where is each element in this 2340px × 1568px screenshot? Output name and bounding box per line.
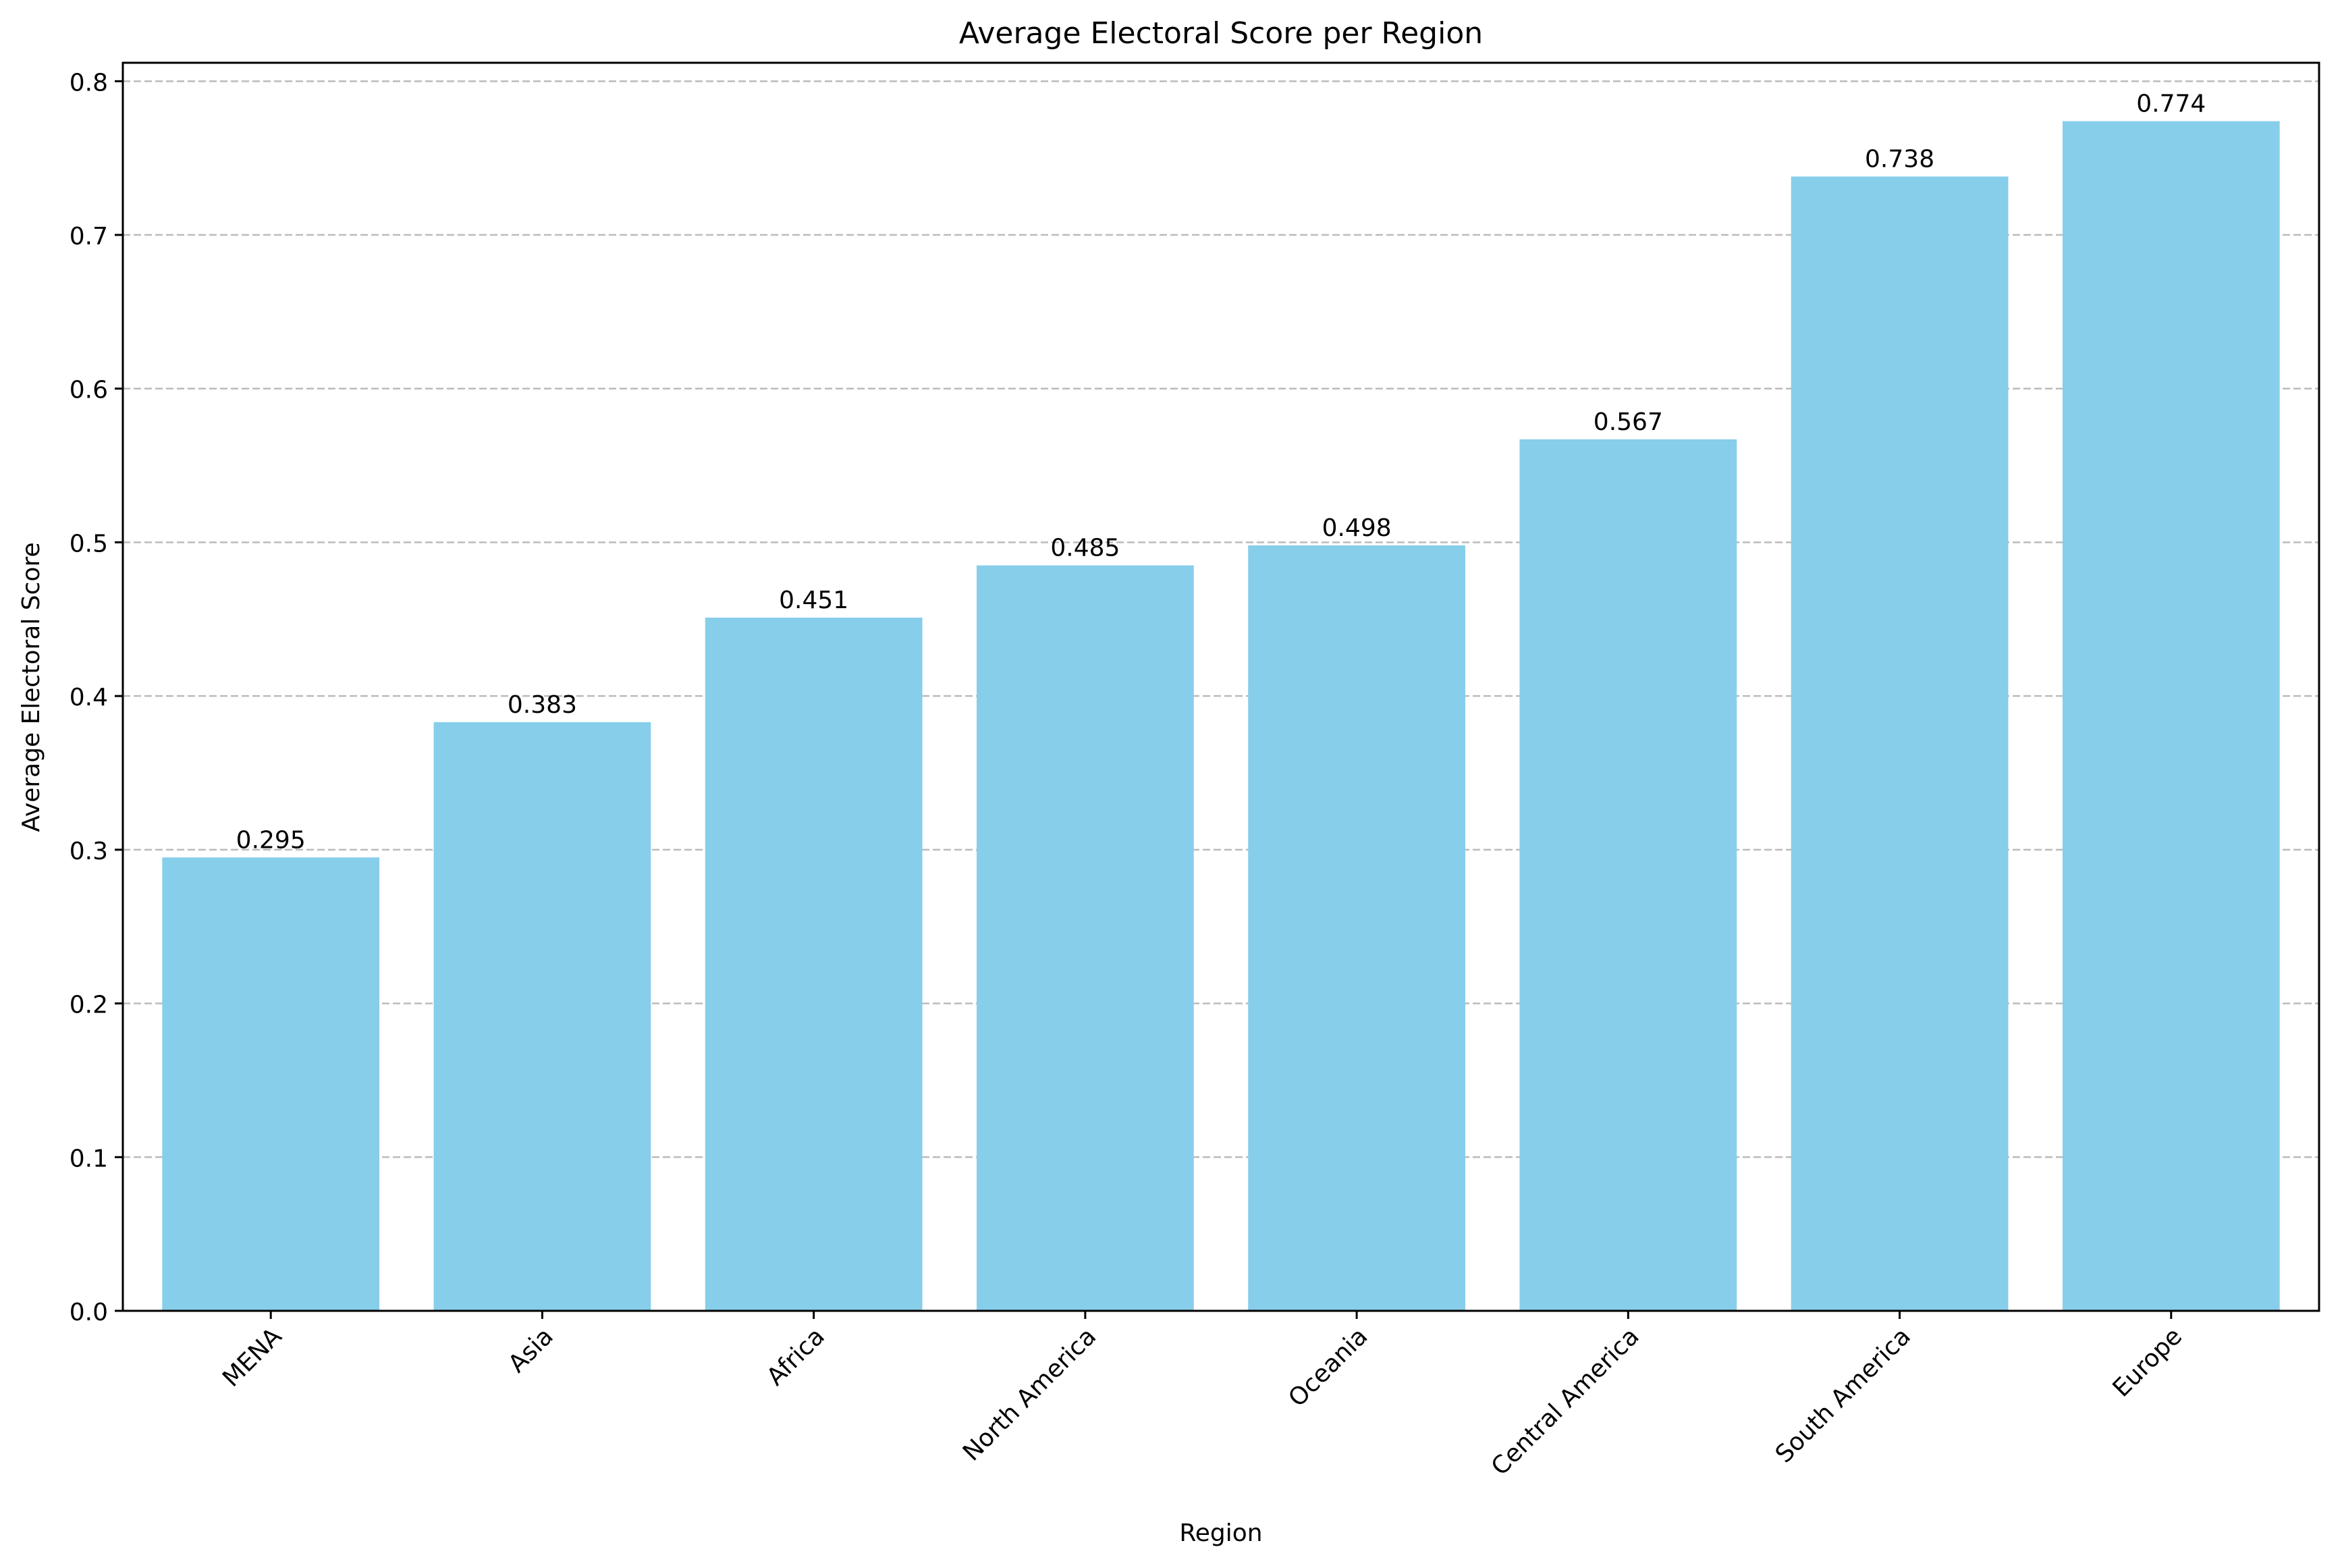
y-tick-label: 0.6 bbox=[70, 377, 108, 404]
bar-value-label: 0.451 bbox=[779, 587, 848, 614]
y-axis-ticks: 0.0 0.1 0.2 0.3 0.4 0.5 0.6 0.7 0.8 bbox=[70, 69, 123, 1326]
bar-value-label: 0.383 bbox=[508, 691, 577, 719]
bar bbox=[976, 565, 1194, 1311]
y-tick-label: 0.0 bbox=[70, 1299, 108, 1326]
y-tick-label: 0.3 bbox=[70, 838, 108, 865]
bar-value-label: 0.567 bbox=[1594, 408, 1663, 436]
bar-value-label: 0.295 bbox=[236, 826, 306, 854]
chart-title: Average Electoral Score per Region bbox=[959, 16, 1483, 51]
bar bbox=[2062, 121, 2280, 1312]
bar bbox=[1519, 439, 1737, 1311]
x-axis-label: Region bbox=[1179, 1519, 1262, 1547]
bar bbox=[433, 722, 651, 1311]
bar bbox=[162, 857, 380, 1311]
bar-value-label: 0.485 bbox=[1050, 535, 1120, 562]
y-tick-label: 0.4 bbox=[70, 684, 108, 711]
bar bbox=[705, 618, 923, 1311]
y-axis-label: Average Electoral Score bbox=[18, 542, 45, 832]
bar-value-label: 0.498 bbox=[1322, 514, 1392, 542]
bars bbox=[162, 121, 2280, 1312]
bar-value-label: 0.774 bbox=[2136, 90, 2206, 118]
y-tick-label: 0.1 bbox=[70, 1145, 108, 1172]
bar-value-label: 0.738 bbox=[1865, 146, 1934, 173]
y-tick-label: 0.2 bbox=[70, 992, 108, 1019]
bar bbox=[1248, 545, 1466, 1312]
bar bbox=[1791, 176, 2009, 1312]
y-tick-label: 0.5 bbox=[70, 530, 108, 558]
y-tick-label: 0.7 bbox=[70, 223, 108, 250]
bar-value-labels: 0.295 0.383 0.451 0.485 0.498 0.567 0.738 0.774 bbox=[236, 90, 2206, 855]
y-tick-label: 0.8 bbox=[70, 69, 108, 97]
plot-frame bbox=[121, 61, 2320, 1312]
